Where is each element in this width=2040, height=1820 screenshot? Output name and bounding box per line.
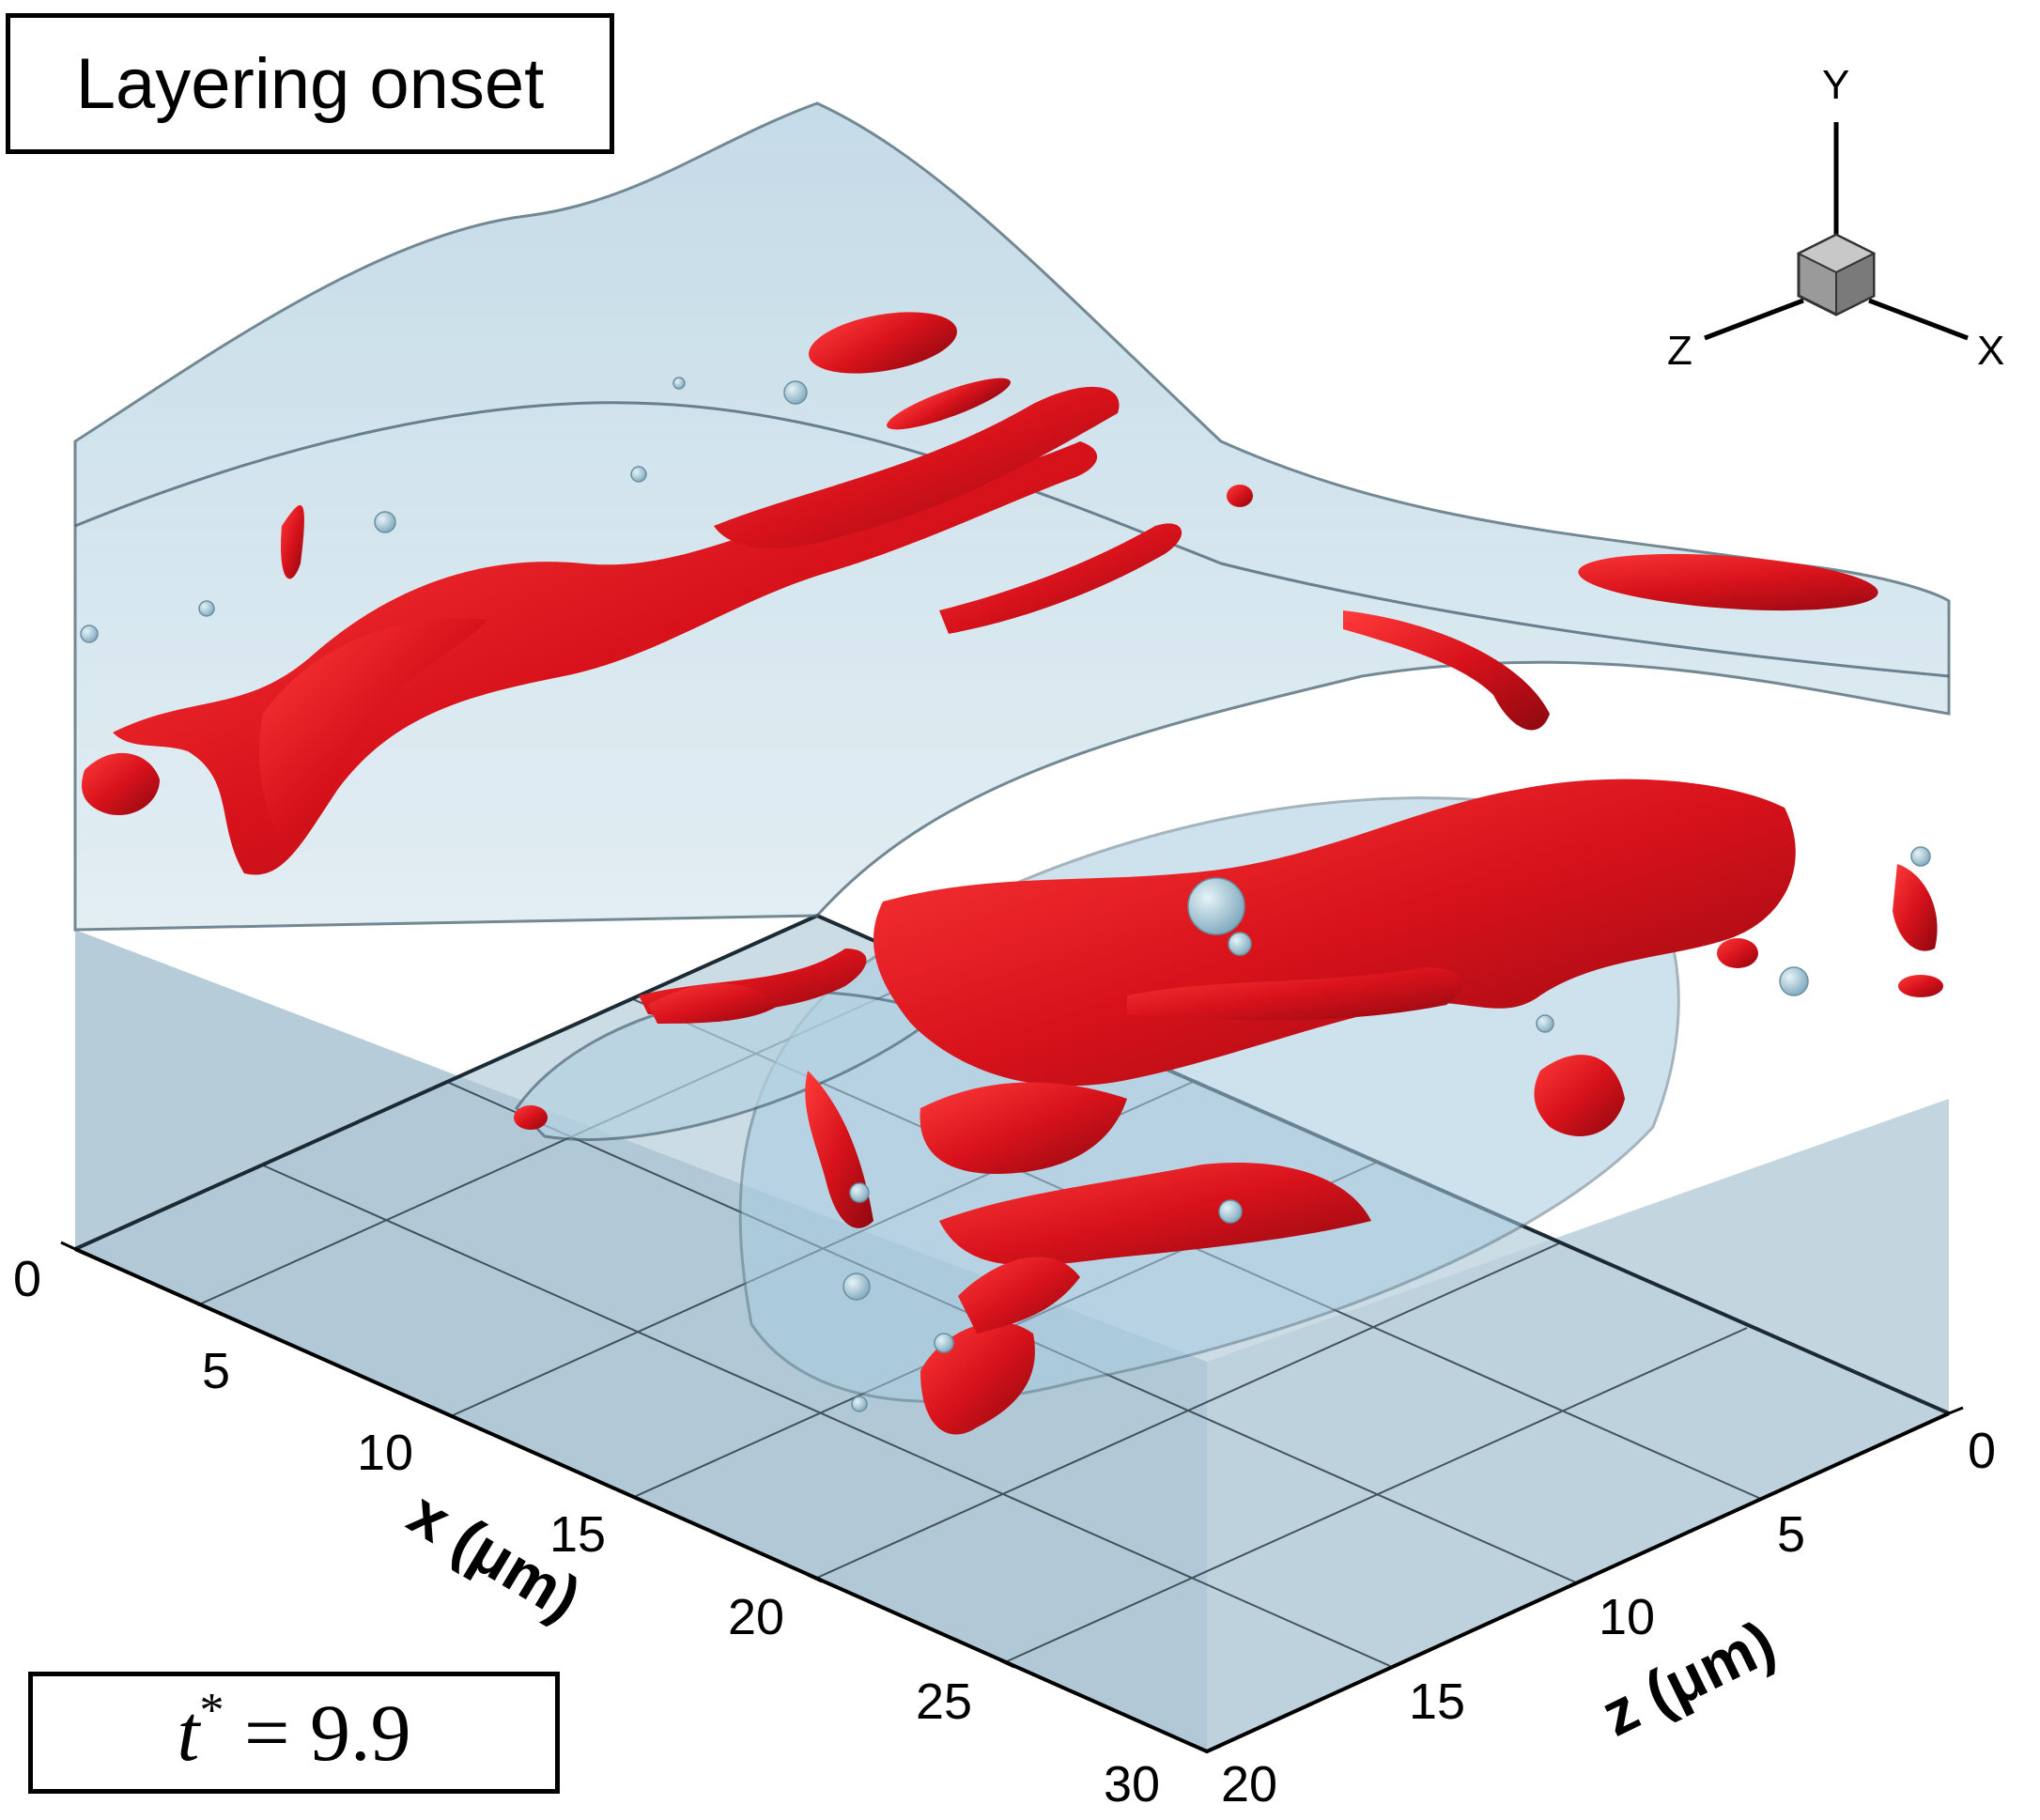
time-value: 9.9 — [309, 1688, 411, 1778]
bubble — [80, 625, 99, 643]
vortex-tube — [82, 752, 160, 816]
bubble — [630, 466, 647, 483]
upper-interface-surface — [73, 101, 1951, 932]
x-tick-label: 30 — [1104, 1756, 1160, 1812]
x-tick-label: 10 — [357, 1425, 413, 1481]
vortex-tube — [1893, 864, 1938, 951]
time-superscript: * — [199, 1684, 224, 1738]
bubble — [374, 511, 396, 533]
vortex-tube — [259, 618, 488, 845]
bubble — [849, 1182, 870, 1203]
time-box: t* = 9.9 — [28, 1672, 560, 1794]
z-tick-label: 5 — [1777, 1506, 1805, 1563]
vortex-tube — [1534, 1055, 1625, 1136]
vortex-blob — [1717, 938, 1758, 968]
vortex-blob — [887, 378, 1011, 430]
bubble — [1218, 1199, 1243, 1224]
z-tick-label: 15 — [1409, 1673, 1465, 1730]
x-tick-label: 15 — [549, 1506, 606, 1563]
bubbles — [80, 377, 1931, 1412]
orientation-triad: Y Z X — [1667, 62, 2004, 374]
z-tick-label: 10 — [1599, 1589, 1655, 1645]
vortex-blob — [809, 312, 957, 374]
time-relation: = — [224, 1688, 310, 1778]
vortex-tube — [920, 1082, 1127, 1174]
vortex-tube — [1343, 610, 1550, 731]
z-axis-ticks — [1206, 1406, 1964, 1753]
bubble — [934, 1333, 954, 1353]
x-tick-label: 25 — [916, 1673, 972, 1730]
triad-z-label: Z — [1667, 328, 1692, 374]
vortex-blob — [1578, 553, 1878, 611]
triad-x-label: X — [1977, 328, 2004, 374]
triad-y-label: Y — [1822, 62, 1849, 108]
x-tick-label: 5 — [202, 1343, 230, 1399]
right-wall — [1207, 1099, 1949, 1751]
vortex-tube — [1127, 967, 1463, 1021]
vortex-blob — [514, 1105, 548, 1130]
bubble — [1187, 877, 1245, 935]
z-tick-label: 20 — [1221, 1756, 1277, 1812]
time-label: t* = 9.9 — [177, 1684, 411, 1780]
x-axis-title: x (μm) — [397, 1478, 593, 1633]
bubble — [198, 600, 215, 617]
bubble — [672, 377, 686, 390]
bubble — [1228, 932, 1252, 956]
bubble — [1536, 1014, 1554, 1033]
vortex-tube — [958, 1257, 1080, 1334]
bubble — [1779, 966, 1809, 996]
bubble — [1910, 846, 1931, 867]
vortex-tube — [648, 983, 780, 1024]
title-box: Layering onset — [6, 13, 614, 154]
vortex-tube — [714, 386, 1120, 548]
z-tick-label: 0 — [1968, 1423, 1996, 1479]
vortex-tube — [939, 1163, 1371, 1266]
time-symbol: t — [177, 1688, 200, 1778]
vortex-blob — [1898, 975, 1943, 997]
title-text: Layering onset — [75, 43, 545, 124]
left-wall — [75, 930, 1207, 1751]
x-tick-label: 20 — [728, 1589, 784, 1645]
vortex-tube — [873, 779, 1796, 1087]
vortex-blob — [1227, 485, 1253, 507]
vortex-tube — [939, 523, 1182, 634]
bubble — [783, 380, 808, 405]
vortex-tube — [113, 441, 1098, 875]
vortex-tube — [281, 504, 304, 579]
x-tick-label: 0 — [13, 1251, 41, 1307]
bubble — [842, 1272, 871, 1301]
bubble — [851, 1396, 868, 1412]
